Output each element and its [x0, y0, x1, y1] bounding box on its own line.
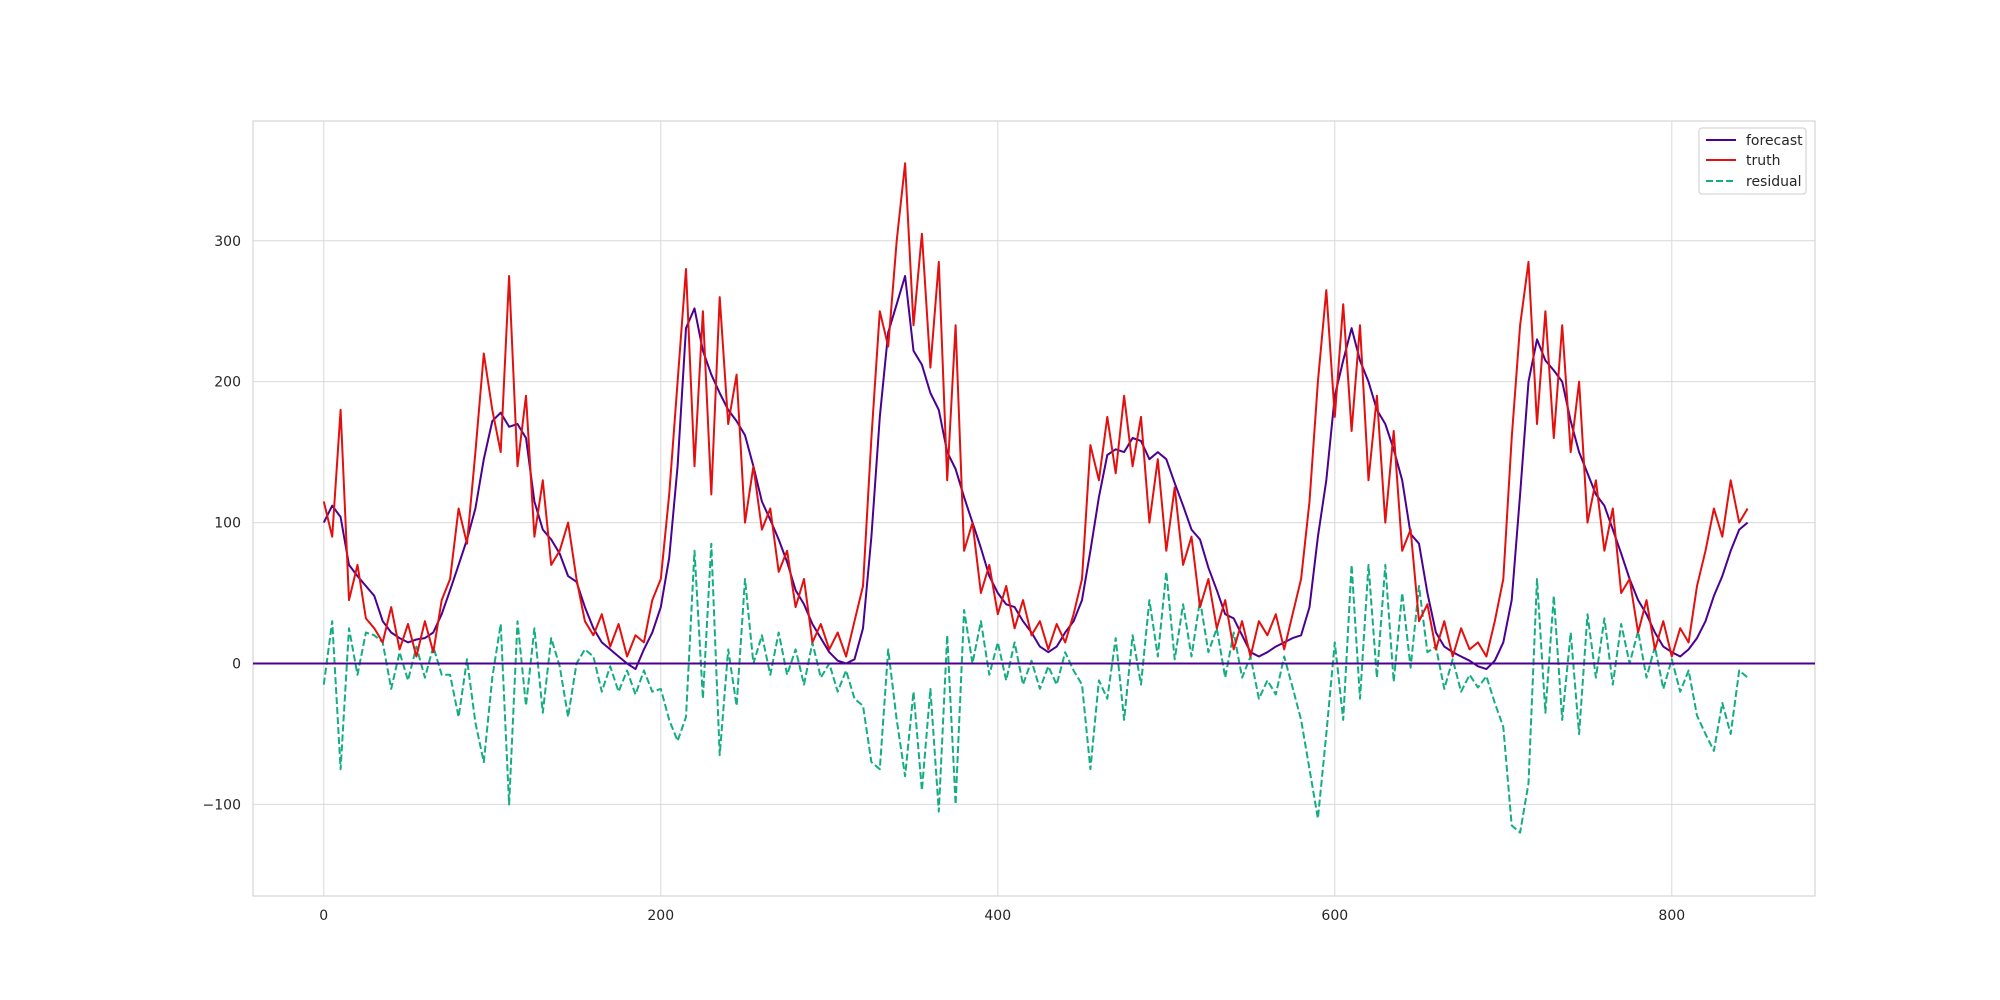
y-tick-label-1: 0	[232, 657, 241, 673]
y-tick-label-3: 200	[214, 375, 241, 391]
x-tick-label-3: 600	[1321, 908, 1348, 924]
y-tick-label-2: 100	[214, 516, 241, 532]
x-tick-label-4: 800	[1658, 908, 1685, 924]
y-tick-label-0: −100	[203, 797, 241, 813]
legend-label-forecast: forecast	[1746, 133, 1803, 149]
legend-box	[1698, 127, 1807, 195]
y-tick-label-4: 300	[214, 234, 241, 250]
plot-frame	[252, 120, 1816, 897]
x-tick-label-2: 400	[984, 908, 1011, 924]
x-tick-label-0: 0	[319, 908, 328, 924]
series-line-forecast	[322, 275, 1749, 671]
legend: forecast truth residual	[1698, 127, 1807, 195]
legend-label-truth: truth	[1746, 153, 1780, 169]
legend-label-residual: residual	[1746, 174, 1801, 190]
series	[253, 162, 1815, 834]
tick-labels: 0 200 400 600 800 −100 0 100 200 300	[203, 234, 1686, 924]
series-line-truth	[322, 162, 1749, 658]
x-tick-label-1: 200	[647, 908, 674, 924]
series-line-residual	[322, 542, 1749, 834]
